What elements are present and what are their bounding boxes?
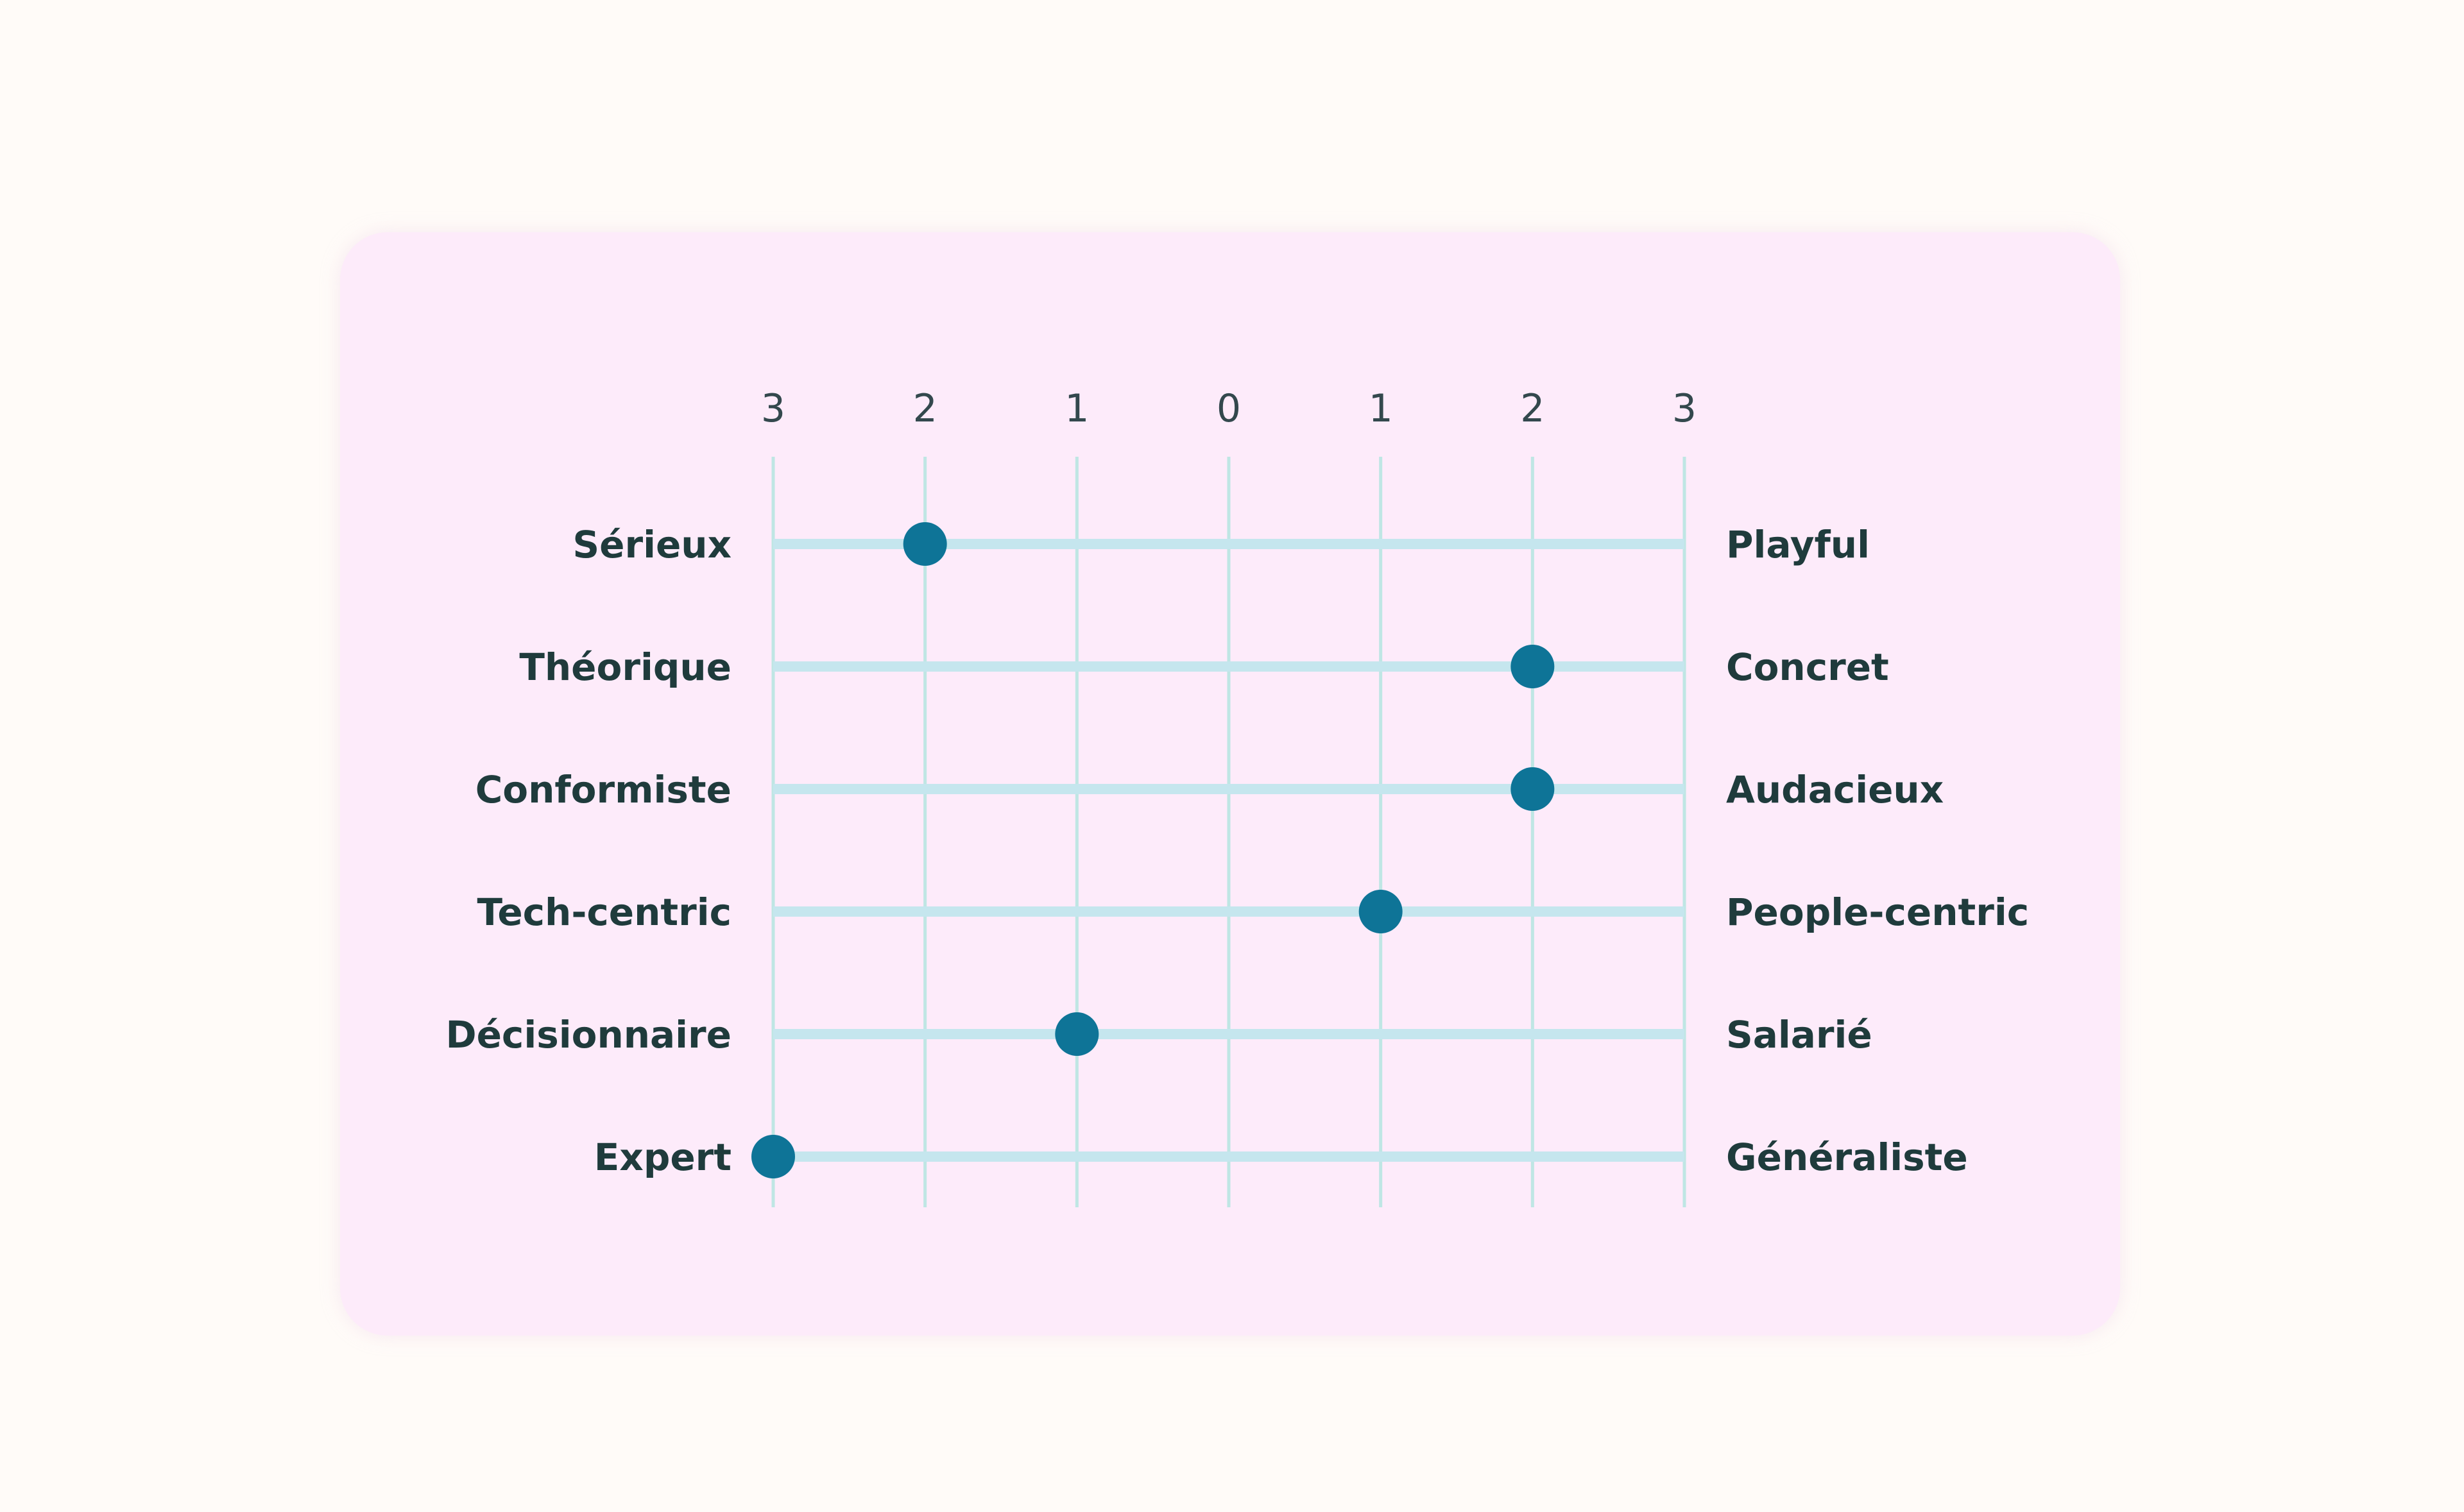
x-tick-label: 0 [1217, 386, 1241, 431]
x-tick-label: 1 [1065, 386, 1089, 431]
row-right-label: Généraliste [1726, 1135, 1968, 1179]
x-tick-label: 1 [1369, 386, 1393, 431]
row-value-dot [1358, 890, 1403, 933]
x-tick-label: 2 [913, 386, 937, 431]
row-left-label: Expert [594, 1135, 732, 1179]
x-tick-label: 2 [1520, 386, 1544, 431]
chart-row: Expert Généraliste [594, 1135, 1968, 1179]
row-right-label: Concret [1726, 645, 1889, 689]
grid-layer [771, 457, 1686, 1207]
row-left-label: Tech-centric [477, 890, 732, 934]
chart-row: Tech-centric People-centric [477, 890, 2029, 934]
x-tick-label: 3 [1672, 386, 1697, 431]
row-right-label: Salarié [1726, 1013, 1872, 1057]
x-tick-label: 3 [761, 386, 785, 431]
row-value-dot [903, 522, 947, 566]
row-right-label: Audacieux [1726, 768, 1944, 811]
row-left-label: Sérieux [572, 523, 732, 566]
row-value-dot [1510, 767, 1555, 811]
row-right-label: People-centric [1726, 890, 2029, 934]
row-left-label: Conformiste [475, 768, 732, 811]
row-right-label: Playful [1726, 523, 1870, 566]
row-left-label: Décisionnaire [445, 1013, 732, 1057]
chart-row: Sérieux Playful [572, 522, 1870, 566]
tick-labels: 3 2 1 0 1 2 3 [761, 386, 1697, 431]
row-left-label: Théorique [519, 645, 732, 689]
row-value-dot [1055, 1012, 1099, 1056]
row-value-dot [1510, 645, 1555, 688]
row-value-dot [751, 1135, 795, 1178]
chart-row: Conformiste Audacieux [475, 767, 1944, 811]
rows: Sérieux Playful Théorique Concret Conformist… [445, 522, 2029, 1179]
chart-row: Théorique Concret [519, 645, 1889, 689]
chart-row: Décisionnaire Salarié [445, 1012, 1872, 1057]
